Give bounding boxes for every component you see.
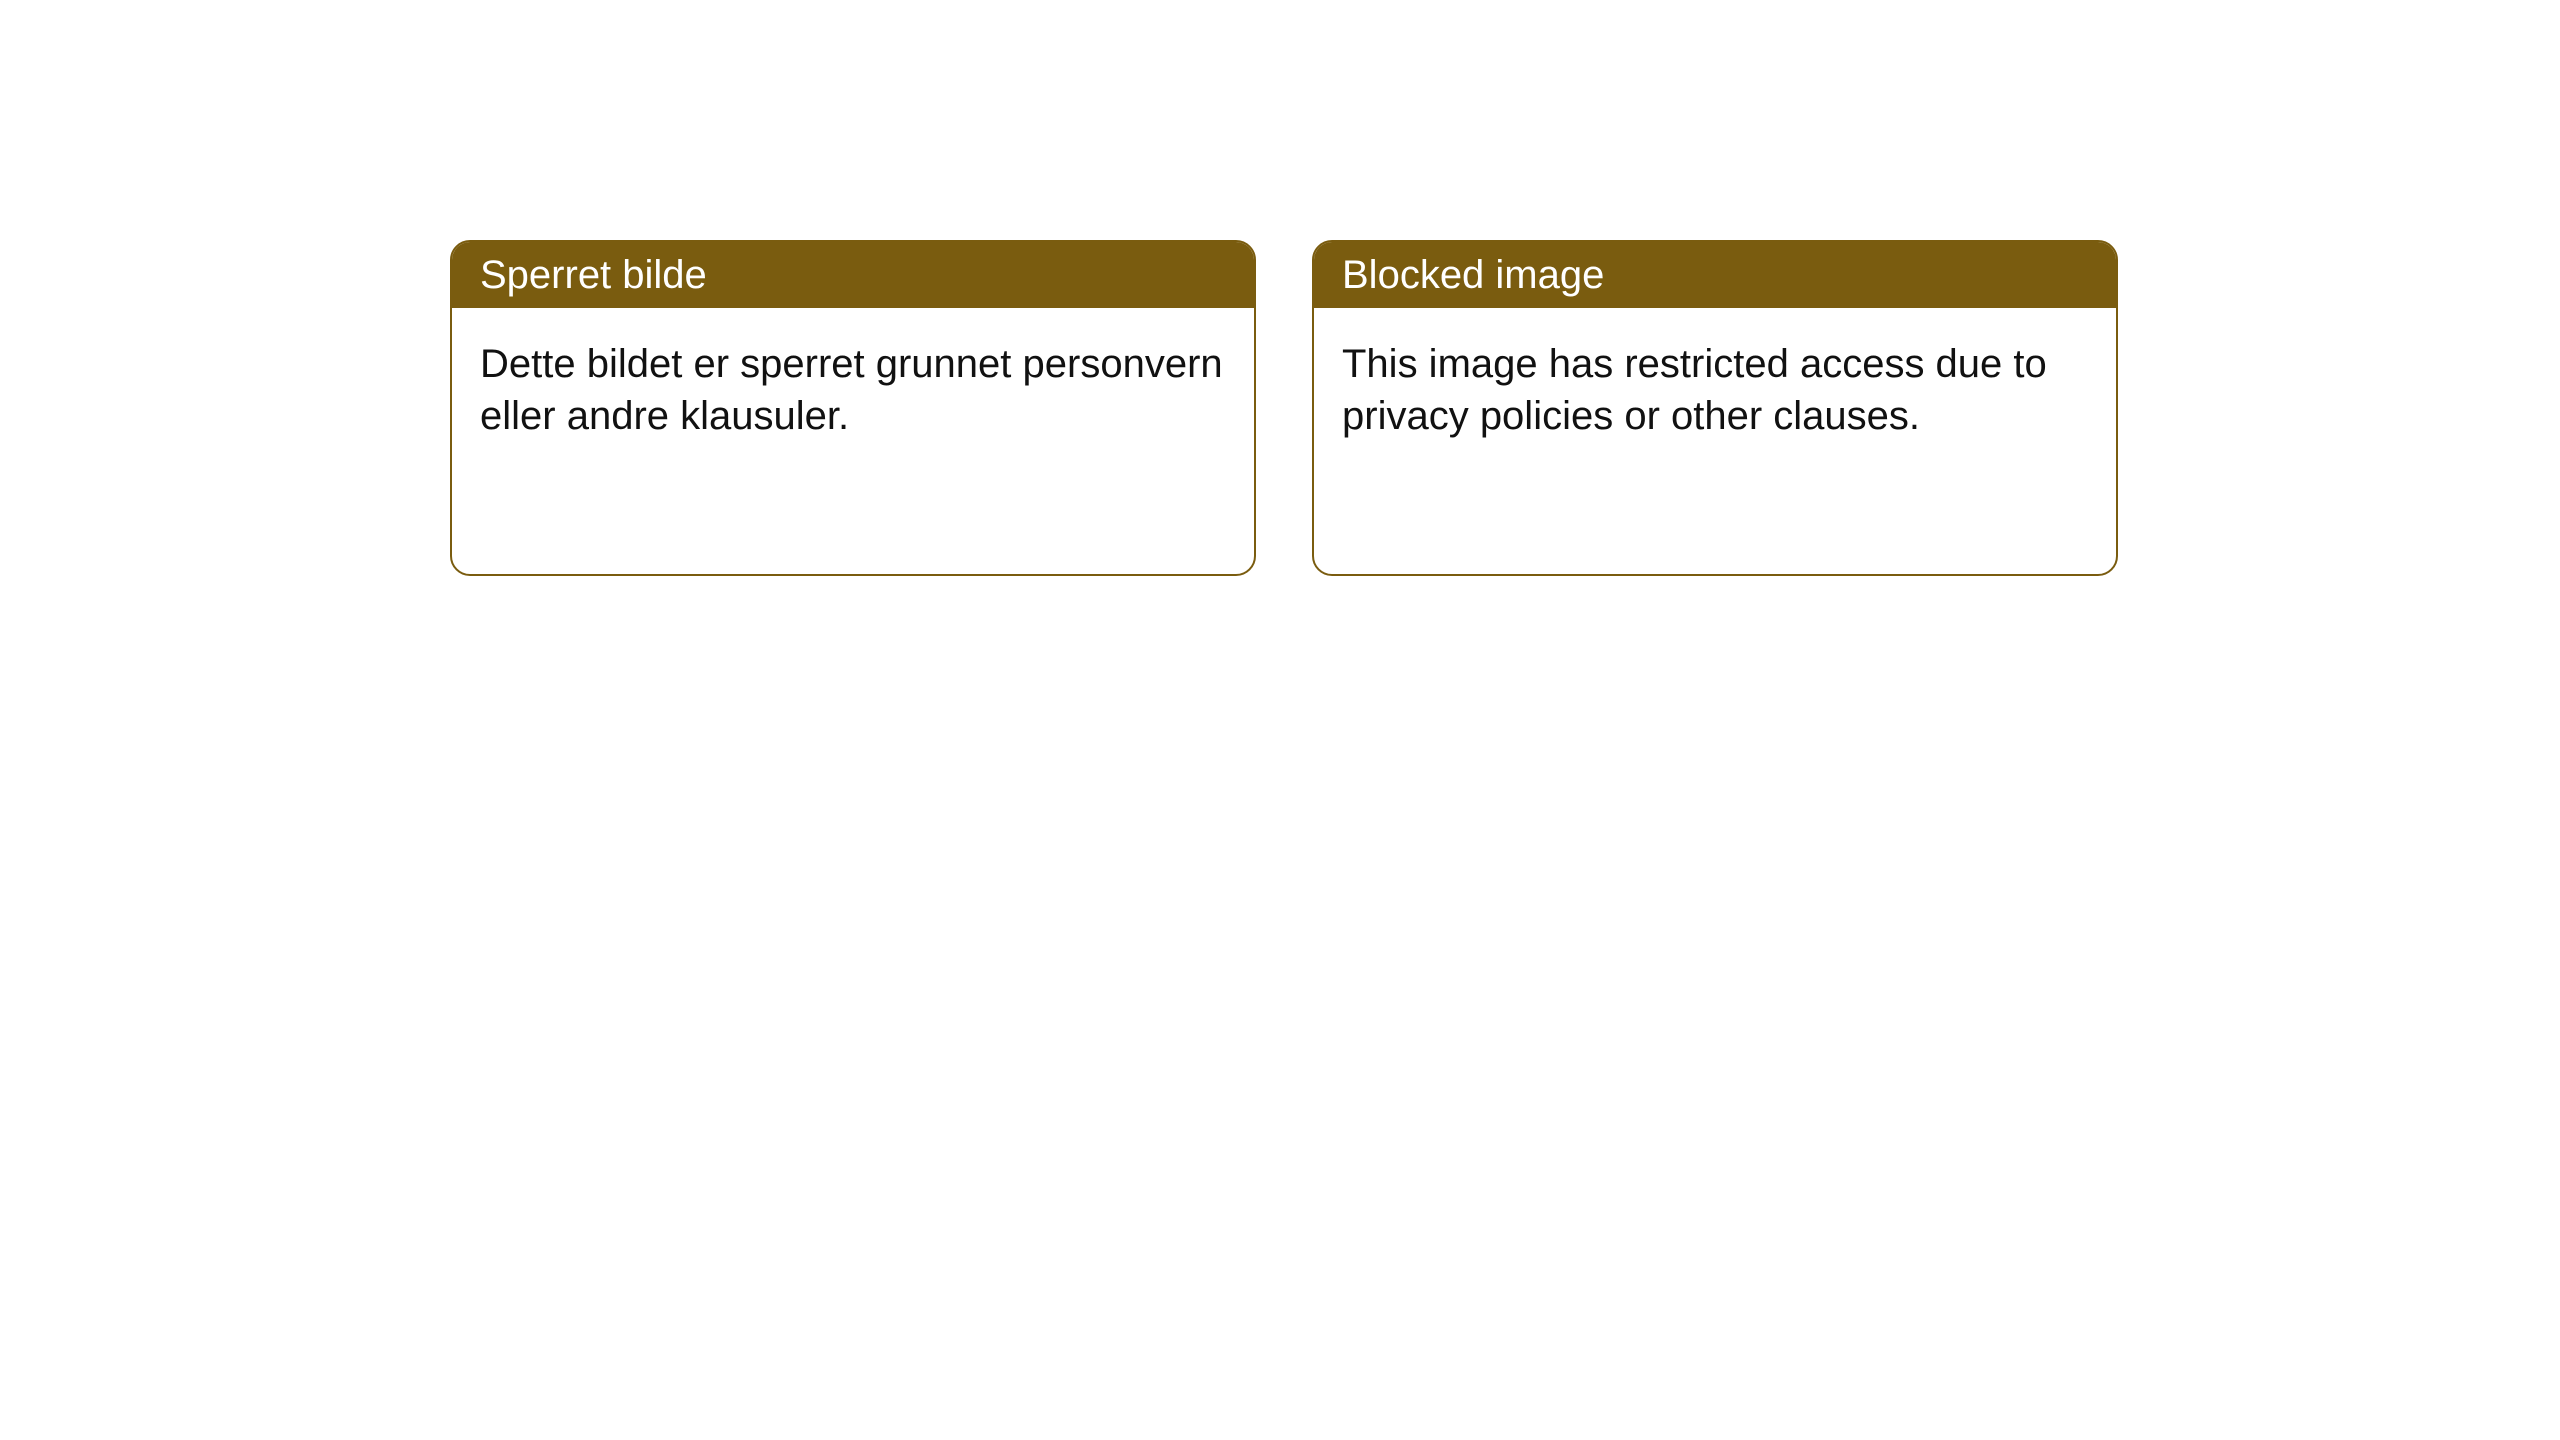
- notice-card-norwegian: Sperret bilde Dette bildet er sperret gr…: [450, 240, 1256, 576]
- notice-title-norwegian: Sperret bilde: [452, 242, 1254, 308]
- notice-container: Sperret bilde Dette bildet er sperret gr…: [0, 0, 2560, 576]
- notice-title-english: Blocked image: [1314, 242, 2116, 308]
- notice-card-english: Blocked image This image has restricted …: [1312, 240, 2118, 576]
- notice-body-english: This image has restricted access due to …: [1314, 308, 2116, 472]
- notice-body-norwegian: Dette bildet er sperret grunnet personve…: [452, 308, 1254, 472]
